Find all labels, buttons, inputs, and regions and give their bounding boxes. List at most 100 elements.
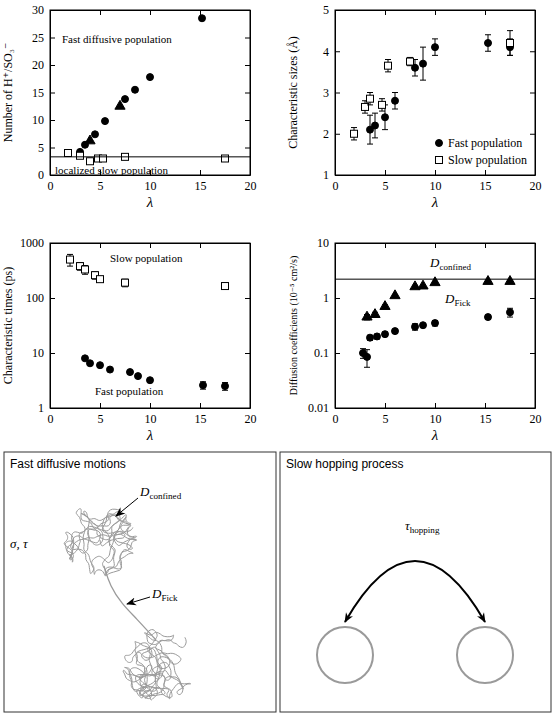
y-axis-title: Diffusion coefficients (10⁻⁵ cm²/s): [288, 256, 300, 395]
point: [122, 96, 129, 103]
site: [457, 627, 513, 683]
tick: [245, 148, 250, 149]
tick: [245, 120, 250, 121]
tick: [245, 175, 250, 176]
tick: 10: [430, 170, 442, 193]
error-bar: [392, 93, 398, 110]
tick: 0: [38, 168, 55, 182]
axis: 05101520: [333, 403, 542, 426]
tick-mark: [530, 243, 535, 244]
tick: [150, 243, 151, 248]
tick-label: 0: [333, 179, 339, 193]
tick-mark: [50, 353, 55, 354]
annotation: Fast diffusive population: [62, 33, 172, 45]
tick: [245, 38, 250, 39]
axis: [51, 10, 251, 15]
diagram-label: σ, τ: [10, 536, 29, 551]
label-subscript: hopping: [410, 525, 440, 535]
tick-mark: [100, 403, 101, 408]
tick: [385, 243, 386, 248]
point: [107, 366, 114, 373]
figure: 05101520051015202530Fast diffusive popul…: [0, 0, 555, 718]
point: [370, 309, 380, 318]
point: [67, 256, 74, 263]
series: [351, 31, 514, 140]
tick: [530, 10, 535, 11]
tick-label: 20: [32, 58, 44, 72]
tick-mark: [385, 243, 386, 248]
tick: [245, 93, 250, 94]
tick-mark: [435, 403, 436, 408]
error-bar: [485, 35, 491, 52]
point: [420, 322, 427, 329]
point: [407, 58, 414, 65]
tick: 10: [32, 346, 55, 360]
tick-mark: [200, 403, 201, 408]
point: [115, 100, 125, 109]
tick: 10: [430, 403, 442, 426]
diagram-title: Slow hopping process: [286, 457, 403, 471]
x-axis-title: λ: [146, 427, 154, 443]
tick-mark: [335, 408, 340, 409]
tick-mark: [530, 408, 535, 409]
tick-mark: [50, 93, 55, 94]
tick-mark: [385, 403, 386, 408]
point: [380, 301, 390, 310]
tick-mark: [385, 170, 386, 175]
tick: [245, 10, 250, 11]
tick: [100, 10, 101, 15]
tick: 5: [98, 403, 104, 426]
tick-mark: [245, 353, 250, 354]
label-main: D: [151, 586, 162, 601]
point: [127, 369, 134, 376]
point: [97, 362, 104, 369]
error-bar: [412, 324, 418, 330]
tick-label: 15: [32, 86, 44, 100]
tick-mark: [150, 243, 151, 248]
axis: [245, 244, 251, 409]
diagram-frame: [4, 452, 276, 712]
plot-frame: [50, 243, 250, 408]
tick-mark: [335, 134, 340, 135]
tick-mark: [245, 148, 250, 149]
axis: [245, 11, 251, 176]
legend-marker: [435, 140, 442, 147]
error-bar: [122, 279, 128, 287]
y-axis-title: Number of H⁺/SO₃⁻: [1, 43, 15, 143]
x-axis-title: λ: [146, 194, 154, 210]
tick-label: 0.1: [314, 346, 329, 360]
label-main: D: [139, 484, 150, 499]
tick: 100: [26, 291, 55, 305]
error-bar: [507, 31, 513, 56]
reference-line: [335, 279, 535, 280]
tick-mark: [50, 65, 55, 66]
error-bar: [222, 383, 228, 391]
tick-label: 15: [480, 179, 492, 193]
axis: 1101001000: [20, 236, 55, 415]
tick: [245, 353, 250, 354]
tick: [245, 243, 250, 244]
tick-label: 10: [145, 179, 157, 193]
tick-label: 30: [32, 3, 44, 17]
point: [82, 266, 89, 273]
tick-label: 20: [530, 179, 542, 193]
annotation-main: D: [444, 291, 455, 306]
diagram-label: τhopping: [405, 518, 440, 535]
tick-mark: [50, 148, 55, 149]
axis-line: [336, 408, 536, 409]
tick: 1: [323, 291, 340, 305]
tick: [335, 243, 336, 248]
tick-label: 5: [383, 179, 389, 193]
x-axis-title: λ: [431, 194, 439, 210]
tick-label: 10: [430, 412, 442, 426]
tick-label: 0: [333, 412, 339, 426]
tick-label: 0: [48, 412, 54, 426]
tick-label: 0.01: [308, 401, 329, 415]
plot-area: [335, 276, 535, 368]
axis-line: [250, 11, 251, 176]
legend-label: Fast population: [448, 136, 522, 150]
tick-label: 5: [38, 141, 44, 155]
plot-area: [50, 15, 250, 165]
point: [102, 118, 109, 125]
tick-label: 5: [383, 412, 389, 426]
